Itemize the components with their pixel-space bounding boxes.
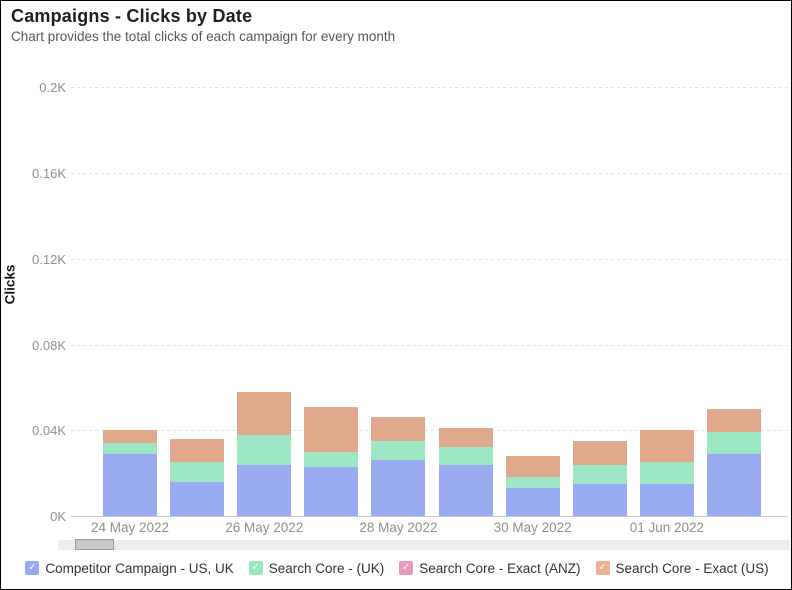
- legend: ✓ Competitor Campaign - US, UK ✓ Search Cor…: [1, 555, 791, 581]
- horizontal-scrollbar-thumb[interactable]: [75, 539, 114, 550]
- gridline: [71, 258, 788, 260]
- bar-segment[interactable]: [304, 451, 359, 467]
- y-tick-label: 0.2K: [39, 80, 66, 96]
- bar-segment[interactable]: [371, 460, 426, 516]
- check-icon: ✓: [251, 562, 260, 573]
- x-tick-label: 26 May 2022: [225, 520, 304, 535]
- bar-segment[interactable]: [505, 455, 560, 478]
- legend-swatch: ✓: [399, 561, 414, 575]
- bar-segment[interactable]: [639, 483, 694, 516]
- x-tick-label: 01 Jun 2022: [629, 520, 705, 535]
- check-icon: ✓: [28, 562, 37, 573]
- bar-segment[interactable]: [572, 464, 627, 484]
- bar-segment[interactable]: [371, 440, 426, 461]
- page-title: Campaigns - Clicks by Date: [11, 6, 253, 26]
- page-subtitle: Chart provides the total clicks of each …: [11, 29, 396, 44]
- bar-segment[interactable]: [505, 477, 560, 489]
- legend-swatch: ✓: [25, 561, 40, 575]
- bar-segment[interactable]: [170, 481, 225, 516]
- check-icon: ✓: [598, 562, 607, 573]
- legend-item-0[interactable]: ✓ Competitor Campaign - US, UK: [25, 560, 234, 576]
- x-axis-line: [71, 516, 788, 517]
- bar-segment[interactable]: [706, 453, 761, 516]
- y-tick-label: 0.04K: [32, 423, 66, 439]
- bar-segment[interactable]: [639, 430, 694, 463]
- bar-segment[interactable]: [438, 447, 493, 465]
- bar-segment[interactable]: [572, 483, 627, 516]
- legend-item-1[interactable]: ✓ Search Core - (UK): [248, 560, 385, 576]
- horizontal-scrollbar-track[interactable]: [58, 540, 790, 550]
- legend-label: Competitor Campaign - US, UK: [45, 560, 234, 576]
- gridline: [71, 173, 788, 175]
- x-tick-label: 28 May 2022: [359, 520, 438, 535]
- bar-segment[interactable]: [706, 408, 761, 433]
- bar-segment[interactable]: [237, 434, 292, 465]
- legend-swatch: ✓: [248, 561, 263, 575]
- bar-segment[interactable]: [170, 462, 225, 482]
- y-tick-label: 0.12K: [32, 251, 66, 267]
- bar-segment[interactable]: [103, 453, 157, 516]
- bar-segment[interactable]: [237, 391, 292, 435]
- gridline: [71, 87, 788, 89]
- bar-segment[interactable]: [438, 428, 493, 448]
- bar-segment[interactable]: [505, 488, 560, 516]
- y-tick-label: 0.08K: [32, 337, 66, 353]
- check-icon: ✓: [402, 562, 411, 573]
- legend-swatch: ✓: [595, 561, 610, 575]
- legend-label: Search Core - Exact (ANZ): [419, 560, 581, 576]
- bar-segment[interactable]: [304, 406, 359, 452]
- bar-segment[interactable]: [170, 438, 225, 463]
- gridline: [71, 430, 788, 432]
- gridline: [71, 344, 788, 346]
- bar-segment[interactable]: [639, 462, 694, 484]
- y-tick-label: 0.16K: [32, 166, 66, 182]
- legend-item-2[interactable]: ✓ Search Core - Exact (ANZ): [399, 560, 581, 576]
- bar-segment[interactable]: [706, 432, 761, 454]
- x-tick-label: 24 May 2022: [90, 520, 170, 535]
- bar-segment[interactable]: [103, 430, 157, 444]
- bar-segment[interactable]: [304, 466, 359, 516]
- x-tick-label: 30 May 2022: [493, 520, 572, 535]
- legend-label: Search Core - (UK): [268, 560, 385, 576]
- y-axis-title: Clicks: [2, 264, 18, 305]
- bar-segment[interactable]: [103, 443, 157, 454]
- legend-label: Search Core - Exact (US): [615, 560, 769, 576]
- bar-segment[interactable]: [572, 440, 627, 465]
- bar-segment[interactable]: [438, 464, 493, 516]
- legend-item-3[interactable]: ✓ Search Core - Exact (US): [595, 560, 769, 576]
- bar-segment[interactable]: [371, 417, 426, 441]
- y-tick-label: 0K: [50, 509, 66, 524]
- bar-segment[interactable]: [237, 464, 292, 516]
